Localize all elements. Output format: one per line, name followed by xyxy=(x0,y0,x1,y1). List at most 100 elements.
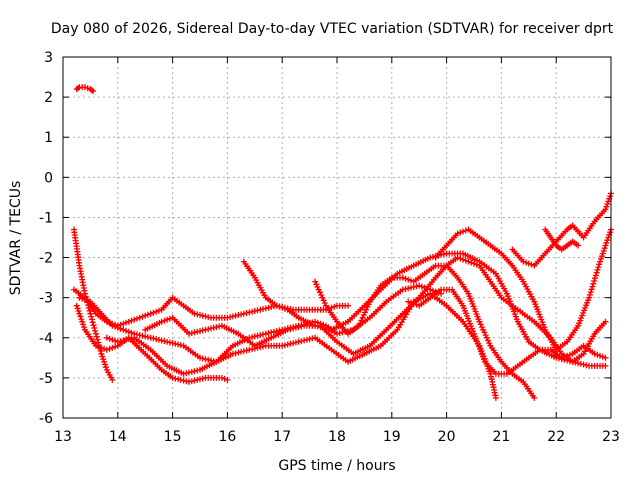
data-point xyxy=(325,326,332,333)
data-point xyxy=(81,296,88,303)
y-tick-label: 0 xyxy=(44,170,53,186)
data-point xyxy=(312,322,319,329)
data-point xyxy=(591,350,598,357)
data-point xyxy=(73,302,80,309)
data-point xyxy=(416,282,423,289)
series-sat-j xyxy=(432,226,614,353)
data-point xyxy=(197,354,203,361)
data-point xyxy=(460,256,466,263)
data-point xyxy=(605,234,612,241)
data-point xyxy=(246,346,253,353)
data-point xyxy=(257,306,264,313)
data-point xyxy=(284,326,291,333)
data-point xyxy=(144,311,151,318)
data-point xyxy=(75,308,82,314)
data-point xyxy=(112,337,119,344)
data-point xyxy=(136,332,143,339)
data-point xyxy=(593,269,600,276)
data-point xyxy=(102,361,108,368)
data-point xyxy=(595,264,602,271)
data-point xyxy=(134,315,140,322)
data-point xyxy=(101,358,108,365)
data-point xyxy=(89,319,96,326)
data-point xyxy=(243,347,250,354)
data-point xyxy=(592,272,599,279)
data-point xyxy=(249,334,256,341)
data-point xyxy=(321,300,328,306)
data-point xyxy=(478,324,485,331)
data-point xyxy=(205,356,212,363)
x-tick-label: 14 xyxy=(109,429,127,445)
data-point xyxy=(125,336,132,343)
data-point xyxy=(103,346,110,353)
data-point xyxy=(586,291,593,298)
data-point xyxy=(317,324,324,331)
data-point xyxy=(607,229,614,236)
data-point xyxy=(440,251,447,258)
data-point xyxy=(566,351,573,358)
data-point xyxy=(313,281,320,288)
data-point xyxy=(147,310,154,317)
data-point xyxy=(213,324,220,331)
data-point xyxy=(102,364,109,371)
data-point xyxy=(486,340,493,347)
data-point xyxy=(112,323,119,330)
data-point xyxy=(251,345,258,352)
y-tick-label: -1 xyxy=(39,210,53,226)
data-point xyxy=(186,330,192,337)
x-tick-label: 18 xyxy=(328,429,346,445)
y-tick-label: -6 xyxy=(39,411,53,427)
data-point xyxy=(523,259,530,266)
data-point xyxy=(227,314,234,321)
data-point xyxy=(98,350,105,357)
data-point xyxy=(590,280,597,287)
data-point xyxy=(254,344,261,351)
y-tick-label: -3 xyxy=(39,291,53,307)
data-point xyxy=(476,318,483,325)
data-point xyxy=(402,286,409,292)
data-point xyxy=(191,310,198,317)
data-point xyxy=(164,338,171,345)
data-point xyxy=(109,344,116,351)
data-point xyxy=(465,258,472,265)
data-point xyxy=(402,275,409,282)
data-point xyxy=(331,303,338,310)
series-line xyxy=(511,193,612,267)
data-point xyxy=(238,311,245,318)
data-point xyxy=(218,374,225,381)
data-point xyxy=(117,325,124,332)
data-point xyxy=(150,335,157,342)
data-point xyxy=(88,313,95,320)
data-point xyxy=(188,330,195,337)
data-point xyxy=(580,361,587,368)
data-point xyxy=(197,312,203,318)
data-point xyxy=(287,340,294,347)
data-point xyxy=(81,84,88,91)
data-point xyxy=(235,349,242,356)
data-point xyxy=(240,310,247,317)
data-point xyxy=(460,228,466,235)
data-point xyxy=(194,328,201,335)
data-point xyxy=(588,286,595,293)
data-point xyxy=(109,376,116,383)
data-point xyxy=(106,335,113,342)
data-point xyxy=(123,319,129,326)
y-tick-label: 2 xyxy=(44,90,53,106)
grid xyxy=(63,57,611,418)
data-point xyxy=(586,294,593,301)
data-point xyxy=(139,313,146,320)
data-point xyxy=(602,318,609,325)
data-point xyxy=(199,355,206,362)
data-point xyxy=(205,326,212,333)
data-point xyxy=(287,326,294,333)
data-point xyxy=(284,341,291,348)
data-series xyxy=(71,84,614,401)
x-axis-label: GPS time / hours xyxy=(278,458,395,474)
data-point xyxy=(155,336,162,343)
data-point xyxy=(224,376,231,383)
data-point xyxy=(492,394,499,401)
data-point xyxy=(362,309,368,316)
data-point xyxy=(79,318,86,325)
series-sat-a xyxy=(73,84,97,95)
data-point xyxy=(208,357,214,364)
